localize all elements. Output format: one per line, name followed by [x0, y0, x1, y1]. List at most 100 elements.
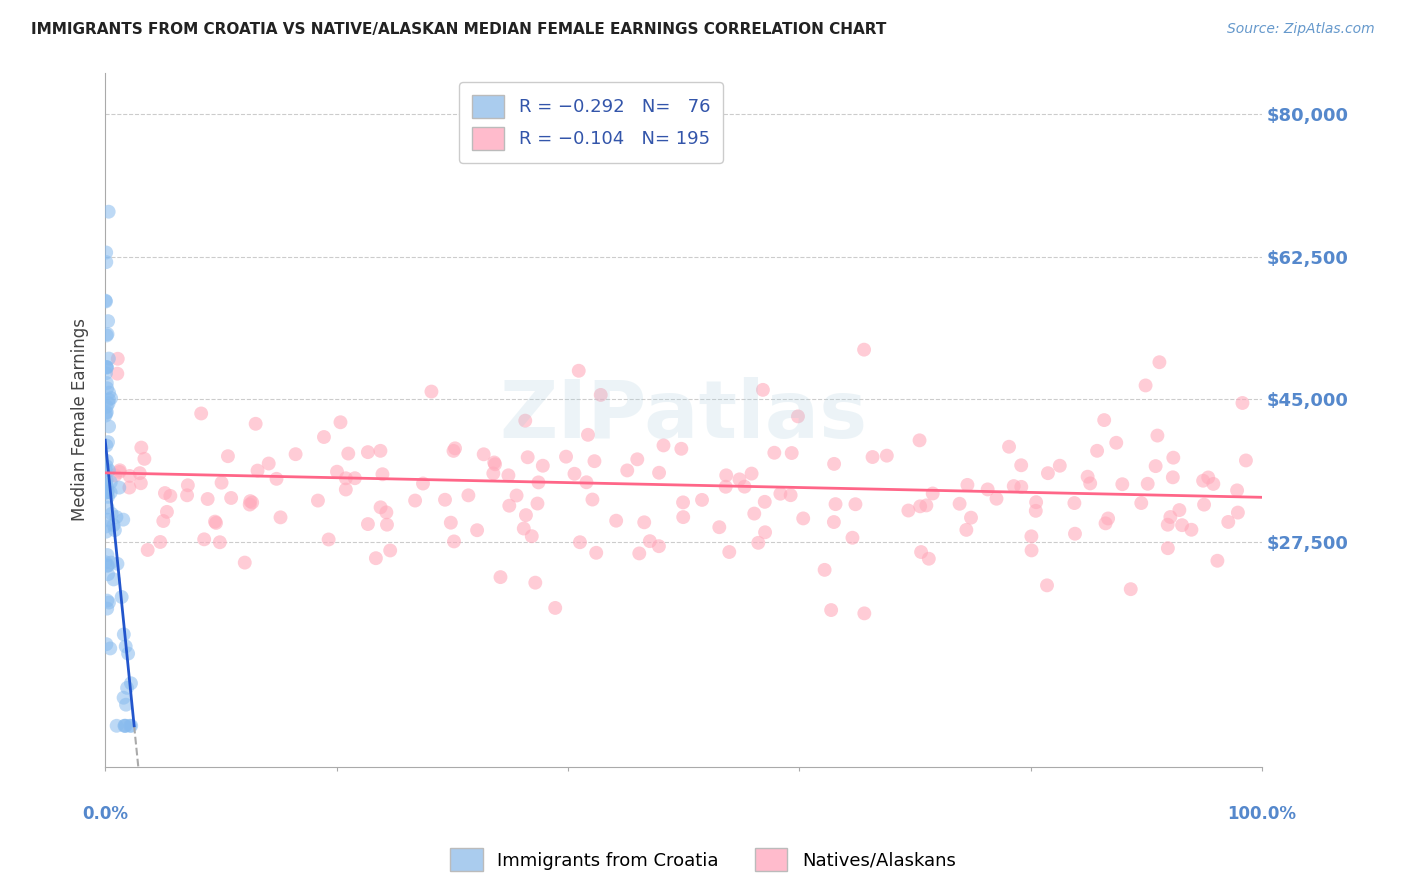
Point: [747, 536, 769, 550]
Point: [908, 434, 931, 448]
Point: [371, 467, 394, 482]
Point: [672, 495, 695, 509]
Point: [103, 573, 125, 587]
Point: [1163, 450, 1185, 465]
Point: [239, 498, 262, 512]
Text: Source: ZipAtlas.com: Source: ZipAtlas.com: [1227, 22, 1375, 37]
Point: [245, 417, 267, 431]
Point: [284, 447, 307, 461]
Point: [513, 522, 536, 536]
Point: [115, 681, 138, 695]
Point: [156, 505, 179, 519]
Point: [246, 464, 269, 478]
Point: [1036, 578, 1059, 592]
Point: [97, 558, 120, 573]
Point: [1078, 476, 1101, 491]
Point: [1234, 453, 1257, 467]
Point: [823, 457, 845, 471]
Point: [1218, 515, 1240, 529]
Point: [672, 510, 695, 524]
Point: [312, 430, 335, 444]
Point: [120, 719, 142, 733]
Point: [357, 517, 380, 532]
Point: [96, 359, 118, 374]
Point: [375, 517, 398, 532]
Point: [128, 466, 150, 480]
Point: [270, 510, 292, 524]
Point: [1168, 503, 1191, 517]
Point: [217, 449, 239, 463]
Point: [329, 415, 352, 429]
Point: [108, 463, 131, 477]
Point: [239, 494, 262, 508]
Point: [527, 475, 550, 490]
Point: [589, 388, 612, 402]
Point: [1157, 517, 1180, 532]
Point: [134, 451, 156, 466]
Point: [652, 438, 675, 452]
Point: [96, 376, 118, 390]
Point: [105, 367, 128, 381]
Point: [1094, 516, 1116, 531]
Point: [1192, 474, 1215, 488]
Point: [97, 351, 120, 366]
Point: [626, 452, 648, 467]
Point: [564, 467, 586, 481]
Point: [1149, 355, 1171, 369]
Point: [489, 570, 512, 584]
Y-axis label: Median Female Earnings: Median Female Earnings: [72, 318, 89, 521]
Point: [1161, 470, 1184, 484]
Point: [94, 366, 117, 380]
Point: [780, 446, 803, 460]
Point: [1226, 483, 1249, 498]
Point: [104, 468, 127, 483]
Point: [370, 443, 392, 458]
Point: [108, 481, 131, 495]
Point: [118, 469, 141, 483]
Point: [718, 545, 741, 559]
Point: [107, 351, 129, 366]
Point: [96, 327, 118, 342]
Point: [100, 485, 122, 500]
Point: [153, 486, 176, 500]
Point: [94, 555, 117, 569]
Legend: R = −0.292   N=   76, R = −0.104   N= 195: R = −0.292 N= 76, R = −0.104 N= 195: [460, 82, 723, 162]
Point: [117, 647, 139, 661]
Point: [94, 409, 117, 423]
Point: [96, 601, 118, 615]
Point: [105, 510, 128, 524]
Point: [769, 487, 792, 501]
Legend: Immigrants from Croatia, Natives/Alaskans: Immigrants from Croatia, Natives/Alaskan…: [443, 841, 963, 879]
Point: [96, 548, 118, 562]
Point: [443, 443, 465, 458]
Point: [107, 557, 129, 571]
Point: [1049, 458, 1071, 473]
Point: [498, 499, 520, 513]
Point: [193, 533, 215, 547]
Point: [111, 590, 134, 604]
Point: [343, 471, 366, 485]
Point: [118, 481, 141, 495]
Point: [326, 465, 349, 479]
Point: [484, 457, 506, 471]
Point: [457, 488, 479, 502]
Point: [1063, 496, 1085, 510]
Point: [96, 593, 118, 607]
Point: [910, 545, 932, 559]
Point: [96, 245, 118, 260]
Point: [1025, 495, 1047, 509]
Point: [105, 719, 128, 733]
Point: [484, 455, 506, 469]
Point: [575, 475, 598, 490]
Point: [754, 495, 776, 509]
Point: [628, 546, 651, 560]
Point: [482, 467, 505, 481]
Point: [555, 450, 578, 464]
Point: [1171, 518, 1194, 533]
Point: [1010, 458, 1032, 473]
Point: [257, 457, 280, 471]
Point: [96, 328, 118, 343]
Text: IMMIGRANTS FROM CROATIA VS NATIVE/ALASKAN MEDIAN FEMALE EARNINGS CORRELATION CHA: IMMIGRANTS FROM CROATIA VS NATIVE/ALASKA…: [31, 22, 886, 37]
Point: [820, 603, 842, 617]
Point: [752, 383, 775, 397]
